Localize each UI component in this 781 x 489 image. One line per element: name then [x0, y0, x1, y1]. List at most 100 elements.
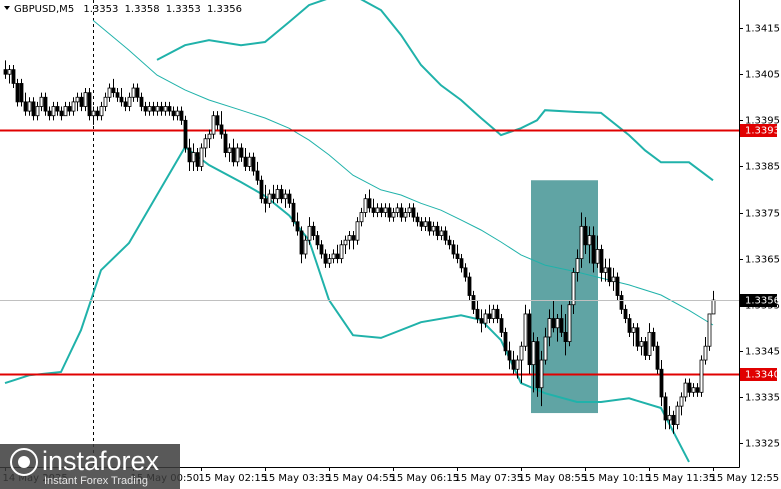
candle-body: [491, 308, 496, 319]
indicator-line: [92, 19, 714, 326]
candle-body: [387, 207, 392, 218]
watermark-logo-core: [18, 456, 30, 468]
candle-body: [419, 221, 424, 227]
candle-body: [295, 221, 300, 232]
candle-body: [527, 313, 532, 366]
candle-body: [7, 69, 12, 75]
x-tick-label: 15 May 11:35: [647, 473, 716, 484]
candle-body: [591, 235, 596, 264]
candle-body: [287, 193, 292, 204]
y-tick-label: 1.3375: [745, 209, 780, 220]
candle-body: [307, 225, 312, 241]
candle-body: [331, 253, 336, 260]
candle-body: [471, 295, 476, 310]
y-tick-label: 1.3385: [745, 162, 780, 173]
x-tick-label: 15 May 10:15: [583, 473, 652, 484]
candle-body: [127, 96, 132, 107]
candle-body: [643, 341, 648, 356]
candle-body: [159, 106, 164, 112]
candle-body: [23, 101, 28, 112]
candle-body: [71, 101, 76, 112]
candle-body: [599, 249, 604, 273]
candle-body: [211, 115, 216, 135]
candle-body: [283, 193, 288, 200]
candle-body: [675, 405, 680, 425]
y-tick-label: 1.3395: [745, 116, 780, 127]
candle-body: [519, 345, 524, 361]
candle-body: [39, 96, 44, 107]
candle-body: [627, 318, 632, 333]
price-label: 1.3356: [745, 296, 780, 307]
candle-body: [63, 106, 68, 117]
candle-body: [151, 106, 156, 112]
level-label: 1.3340: [745, 370, 780, 381]
candle-body: [559, 318, 564, 333]
candle-body: [75, 96, 80, 103]
candle-body: [143, 106, 148, 112]
candle-body: [163, 106, 168, 112]
candle-body: [195, 152, 200, 167]
candle-body: [83, 92, 88, 107]
candle-body: [443, 230, 448, 241]
candle-body: [411, 207, 416, 218]
candle-body: [131, 87, 136, 98]
candle-body: [51, 106, 56, 117]
candle-body: [91, 110, 96, 117]
level-label: 1.3393: [745, 126, 780, 137]
y-tick-label: 1.3405: [745, 70, 780, 81]
candle-body: [35, 106, 40, 117]
candle-body: [215, 115, 220, 126]
candle-body: [495, 308, 500, 319]
candle-body: [259, 179, 264, 200]
candle-body: [255, 170, 260, 181]
candle-body: [59, 110, 64, 117]
candle-body: [55, 106, 60, 112]
candle-body: [439, 230, 444, 236]
candle-body: [619, 295, 624, 310]
candle-body: [487, 313, 492, 319]
candle-body: [3, 69, 8, 75]
candle-body: [111, 87, 116, 94]
candle-body: [607, 267, 612, 283]
candle-body: [355, 221, 360, 241]
candle-body: [479, 318, 484, 324]
close-value: 1.3356: [207, 4, 242, 15]
candle-body: [555, 318, 560, 329]
candle-body: [271, 193, 276, 200]
candle-body: [335, 253, 340, 260]
candle-body: [267, 193, 272, 204]
candle-body: [547, 318, 552, 338]
candle-body: [707, 313, 712, 347]
candle-body: [575, 258, 580, 273]
candle-body: [595, 249, 600, 264]
candle-body: [483, 313, 488, 324]
candle-body: [451, 244, 456, 255]
candle-body: [611, 276, 616, 283]
candle-body: [507, 350, 512, 361]
candle-body: [327, 258, 332, 264]
x-tick-label: 15 May 06:15: [391, 473, 460, 484]
watermark-tagline: Instant Forex Trading: [44, 475, 148, 487]
candle-body: [671, 414, 676, 425]
candle-body: [147, 106, 152, 112]
x-tick-label: 15 May 02:15: [199, 473, 268, 484]
candle-body: [351, 235, 356, 241]
candle-body: [415, 216, 420, 223]
candle-body: [703, 345, 708, 361]
candle-body: [199, 147, 204, 167]
candle-body: [539, 359, 544, 389]
candle-body: [279, 189, 284, 200]
candle-body: [467, 276, 472, 296]
candle-body: [631, 327, 636, 333]
candle-body: [655, 345, 660, 370]
low-value: 1.3353: [166, 4, 201, 15]
candle-body: [603, 267, 608, 273]
candle-body: [455, 253, 460, 260]
candle-body: [427, 221, 432, 232]
candle-body: [711, 299, 716, 315]
candle-body: [651, 331, 656, 347]
candle-body: [503, 331, 508, 352]
candle-body: [583, 225, 588, 246]
candle-body: [79, 96, 84, 107]
